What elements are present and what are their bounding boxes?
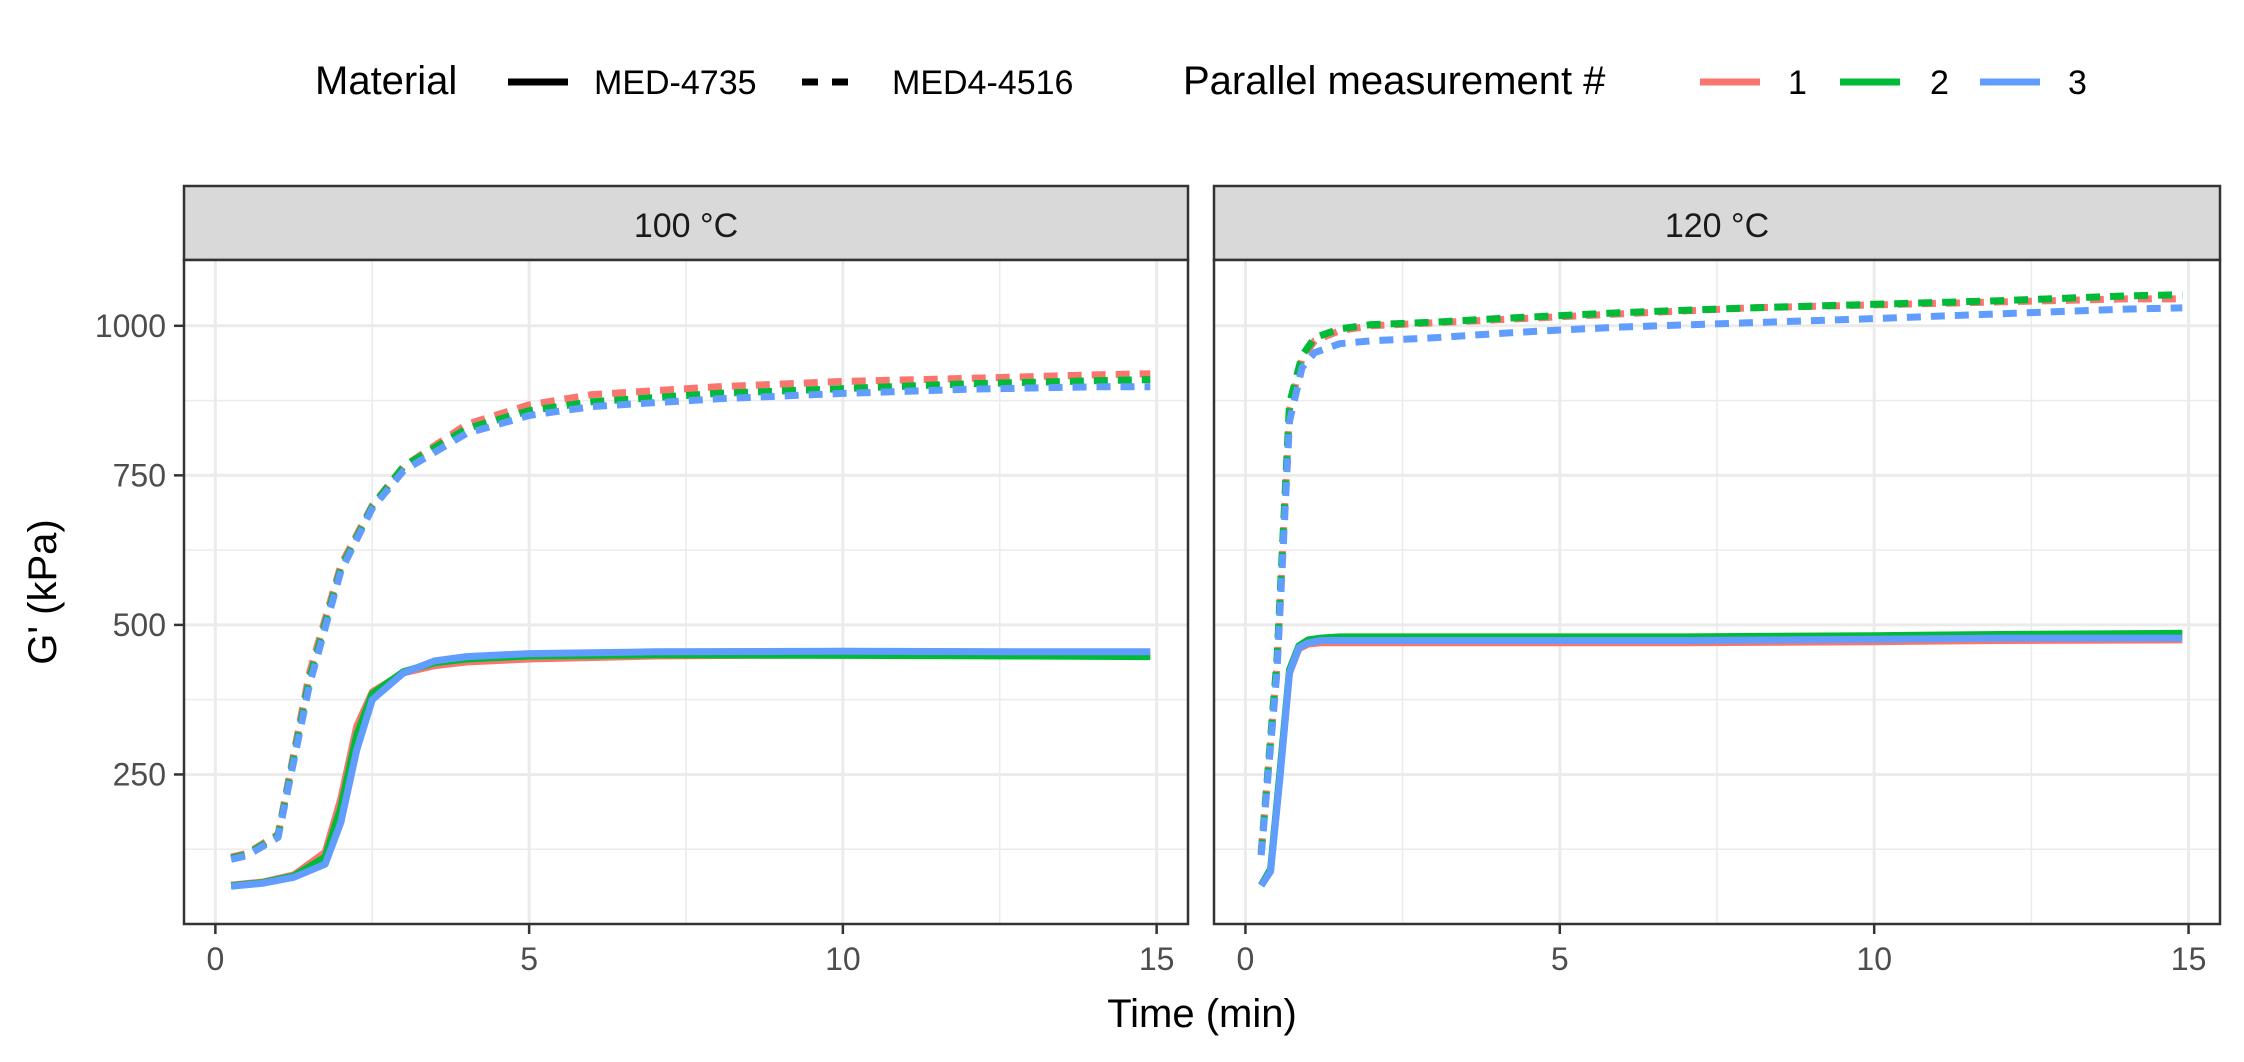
x-axis-title: Time (min) [1107, 992, 1297, 1036]
legend-color-label-3: 3 [2068, 64, 2087, 102]
panel-100c: 100 °C [182, 184, 1190, 926]
legend-color-title: Parallel measurement # [1183, 59, 1606, 103]
strip-label-120c: 120 °C [1665, 207, 1769, 245]
series-line-med4-4516-1 [1257, 295, 2183, 853]
series-line-med-4735-3 [230, 647, 1151, 890]
x-tick-label: 15 [1139, 941, 1175, 977]
x-tick-label: 10 [1856, 941, 1892, 977]
legend: Material MED-4735 MED4-4516 Parallel mea… [315, 59, 2087, 103]
x-tick-label: 5 [1551, 941, 1569, 977]
panel-120c: 120 °C [1212, 184, 2222, 926]
legend-color-label-1: 1 [1788, 64, 1807, 102]
x-tick-label: 5 [520, 941, 538, 977]
series-120c [1257, 291, 2183, 888]
grid-100c [184, 260, 1188, 924]
x-tick-label: 0 [206, 941, 224, 977]
strip-120c [1212, 184, 2222, 262]
series-line-med4-4516-3 [1257, 304, 2183, 856]
series-line-med-4735-3 [1258, 634, 2183, 888]
legend-material-label-2: MED4-4516 [892, 64, 1073, 102]
y-tick-label: 1000 [95, 308, 166, 344]
plot-border-120c [1212, 258, 2222, 926]
x-tick-label: 10 [825, 941, 861, 977]
series-line-med4-4516-2 [1257, 291, 2183, 854]
legend-material-label-1: MED-4735 [594, 64, 757, 102]
y-tick-label: 250 [113, 756, 166, 792]
y-tick-label: 500 [113, 607, 166, 643]
series-line-med4-4516-3 [230, 383, 1151, 863]
x-tick-label: 0 [1237, 941, 1255, 977]
legend-material-title: Material [315, 59, 457, 103]
y-axis-title: G' (kPa) [21, 519, 65, 664]
plot-border-100c [182, 258, 1190, 926]
series-100c [230, 370, 1151, 890]
y-tick-label: 750 [113, 457, 166, 493]
x-tick-label: 15 [2171, 941, 2207, 977]
axes: 0 5 10 15 250 500 750 1000 0 5 10 15 [95, 308, 2207, 977]
legend-color-label-2: 2 [1930, 64, 1949, 102]
strip-label-100c: 100 °C [634, 207, 738, 245]
